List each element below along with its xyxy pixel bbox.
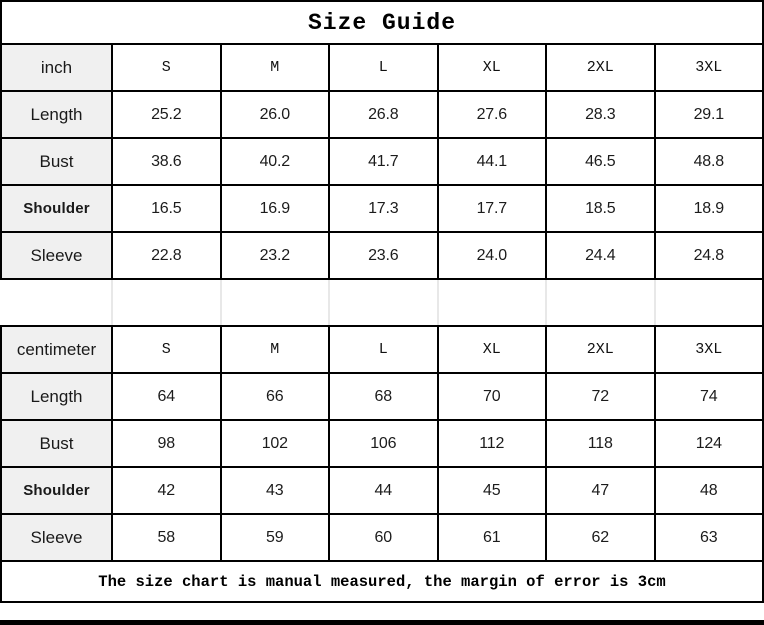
row-label: Bust (0, 419, 113, 468)
value-cell: 24.0 (436, 231, 547, 280)
table-row-inch-shoulder: Shoulder 16.5 16.9 17.3 17.7 18.5 18.9 (0, 184, 764, 233)
value-cell: 42 (111, 466, 222, 515)
value-cell: 102 (219, 419, 330, 468)
spacer-cell (111, 278, 222, 327)
value-cell: 17.3 (328, 184, 439, 233)
row-label: Length (0, 90, 113, 139)
row-label: Sleeve (0, 513, 113, 562)
value-cell: 40.2 (219, 137, 330, 186)
value-cell: 28.3 (545, 90, 656, 139)
value-cell: 46.5 (545, 137, 656, 186)
value-cell: 98 (111, 419, 222, 468)
size-col-header-2xl: 2XL (545, 325, 656, 374)
value-cell: 58 (111, 513, 222, 562)
table-row-inch-sleeve: Sleeve 22.8 23.2 23.6 24.0 24.4 24.8 (0, 231, 764, 280)
size-col-header-m: M (219, 43, 330, 92)
value-cell: 38.6 (111, 137, 222, 186)
row-label: Sleeve (0, 231, 113, 280)
value-cell: 27.6 (436, 90, 547, 139)
value-cell: 66 (219, 372, 330, 421)
spacer-cell (436, 278, 547, 327)
value-cell: 44 (328, 466, 439, 515)
value-cell: 118 (545, 419, 656, 468)
value-cell: 24.4 (545, 231, 656, 280)
spacer-cell (219, 278, 330, 327)
value-cell: 22.8 (111, 231, 222, 280)
value-cell: 17.7 (436, 184, 547, 233)
table-row-inch-bust: Bust 38.6 40.2 41.7 44.1 46.5 48.8 (0, 137, 764, 186)
inch-header-row: inch S M L XL 2XL 3XL (0, 43, 764, 92)
value-cell: 72 (545, 372, 656, 421)
value-cell: 61 (436, 513, 547, 562)
size-col-header-l: L (328, 325, 439, 374)
value-cell: 26.8 (328, 90, 439, 139)
spacer-row (0, 278, 764, 327)
size-col-header-s: S (111, 43, 222, 92)
table-row-cm-bust: Bust 98 102 106 112 118 124 (0, 419, 764, 468)
unit-label-inch: inch (0, 43, 113, 92)
size-col-header-l: L (328, 43, 439, 92)
size-col-header-s: S (111, 325, 222, 374)
row-label: Shoulder (0, 184, 113, 233)
centimeter-header-row: centimeter S M L XL 2XL 3XL (0, 325, 764, 374)
value-cell: 44.1 (436, 137, 547, 186)
value-cell: 16.9 (219, 184, 330, 233)
row-label: Bust (0, 137, 113, 186)
value-cell: 43 (219, 466, 330, 515)
value-cell: 41.7 (328, 137, 439, 186)
size-guide-table: Size Guide inch S M L XL 2XL 3XL Length … (0, 0, 764, 603)
value-cell: 26.0 (219, 90, 330, 139)
value-cell: 62 (545, 513, 656, 562)
value-cell: 63 (653, 513, 764, 562)
size-col-header-xl: XL (436, 43, 547, 92)
page-title: Size Guide (0, 0, 764, 45)
row-label: Length (0, 372, 113, 421)
row-label: Shoulder (0, 466, 113, 515)
size-col-header-m: M (219, 325, 330, 374)
value-cell: 24.8 (653, 231, 764, 280)
value-cell: 23.2 (219, 231, 330, 280)
size-col-header-2xl: 2XL (545, 43, 656, 92)
footnote: The size chart is manual measured, the m… (0, 560, 764, 603)
value-cell: 47 (545, 466, 656, 515)
value-cell: 112 (436, 419, 547, 468)
value-cell: 16.5 (111, 184, 222, 233)
value-cell: 48.8 (653, 137, 764, 186)
value-cell: 18.5 (545, 184, 656, 233)
value-cell: 25.2 (111, 90, 222, 139)
spacer-cell (545, 278, 656, 327)
spacer-cell (328, 278, 439, 327)
spacer-cell (653, 278, 764, 327)
value-cell: 106 (328, 419, 439, 468)
value-cell: 64 (111, 372, 222, 421)
value-cell: 23.6 (328, 231, 439, 280)
value-cell: 60 (328, 513, 439, 562)
table-row-cm-shoulder: Shoulder 42 43 44 45 47 48 (0, 466, 764, 515)
size-col-header-xl: XL (436, 325, 547, 374)
value-cell: 29.1 (653, 90, 764, 139)
value-cell: 59 (219, 513, 330, 562)
table-row-cm-sleeve: Sleeve 58 59 60 61 62 63 (0, 513, 764, 562)
table-row-cm-length: Length 64 66 68 70 72 74 (0, 372, 764, 421)
value-cell: 45 (436, 466, 547, 515)
value-cell: 70 (436, 372, 547, 421)
value-cell: 68 (328, 372, 439, 421)
value-cell: 48 (653, 466, 764, 515)
unit-label-centimeter: centimeter (0, 325, 113, 374)
size-col-header-3xl: 3XL (653, 43, 764, 92)
table-row-inch-length: Length 25.2 26.0 26.8 27.6 28.3 29.1 (0, 90, 764, 139)
value-cell: 18.9 (653, 184, 764, 233)
spacer-cell (0, 278, 113, 327)
value-cell: 124 (653, 419, 764, 468)
value-cell: 74 (653, 372, 764, 421)
size-col-header-3xl: 3XL (653, 325, 764, 374)
